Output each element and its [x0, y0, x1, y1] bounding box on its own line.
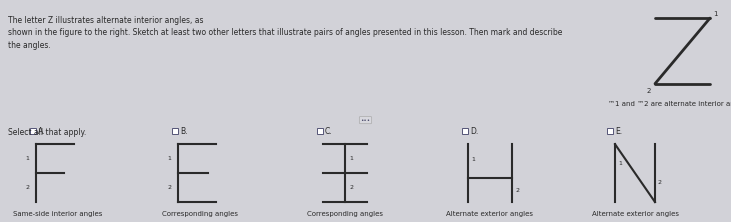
Text: 2: 2	[658, 180, 662, 185]
Text: C.: C.	[325, 127, 333, 136]
Text: the angles.: the angles.	[8, 41, 50, 50]
Text: D.: D.	[470, 127, 478, 136]
FancyBboxPatch shape	[30, 128, 36, 134]
FancyBboxPatch shape	[172, 128, 178, 134]
Text: 2: 2	[25, 185, 29, 190]
Text: B.: B.	[180, 127, 187, 136]
Text: ™1 and ™2 are alternate interior angles.: ™1 and ™2 are alternate interior angles.	[608, 101, 731, 107]
Text: Corresponding angles: Corresponding angles	[307, 211, 383, 217]
Text: 2: 2	[349, 185, 353, 190]
Text: 1: 1	[25, 156, 29, 161]
Text: 1: 1	[167, 156, 171, 161]
Text: Alternate exterior angles: Alternate exterior angles	[591, 211, 678, 217]
Text: •••: •••	[360, 118, 371, 123]
Text: Select all that apply.: Select all that apply.	[8, 128, 86, 137]
Text: 2: 2	[167, 185, 171, 190]
Text: Same-side interior angles: Same-side interior angles	[13, 211, 102, 217]
Text: The letter Z illustrates alternate interior angles, as: The letter Z illustrates alternate inter…	[8, 16, 203, 25]
Text: Alternate exterior angles: Alternate exterior angles	[447, 211, 534, 217]
Text: shown in the figure to the right. Sketch at least two other letters that illustr: shown in the figure to the right. Sketch…	[8, 28, 562, 37]
Text: 1: 1	[471, 157, 475, 162]
Text: 2: 2	[515, 188, 519, 192]
Text: 1: 1	[713, 11, 718, 17]
FancyBboxPatch shape	[607, 128, 613, 134]
Text: 1: 1	[349, 156, 353, 161]
Text: 1: 1	[618, 161, 622, 166]
Text: Corresponding angles: Corresponding angles	[162, 211, 238, 217]
Text: A.: A.	[38, 127, 45, 136]
FancyBboxPatch shape	[317, 128, 323, 134]
Text: 2: 2	[647, 87, 651, 93]
Text: E.: E.	[615, 127, 622, 136]
FancyBboxPatch shape	[462, 128, 468, 134]
